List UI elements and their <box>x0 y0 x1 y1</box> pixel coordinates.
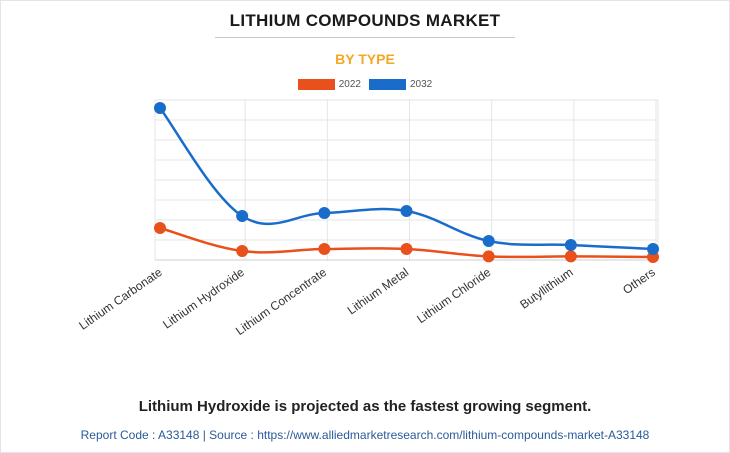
series-line-2032 <box>159 107 654 251</box>
legend-item-2032[interactable]: 2032 <box>369 79 432 90</box>
chart-subtitle: BY TYPE <box>335 51 395 67</box>
x-tick-label: Lithium Metal <box>345 265 411 317</box>
legend-swatch-2022 <box>297 79 335 90</box>
legend: 2022 2032 <box>0 79 730 90</box>
data-point-2022-4 <box>482 250 495 263</box>
data-point-2022-2 <box>318 243 331 255</box>
data-point-2022-5 <box>564 250 577 263</box>
key-finding: Lithium Hydroxide is projected as the fa… <box>138 398 592 415</box>
data-point-2022-1 <box>236 245 249 257</box>
data-point-2032-0 <box>154 102 166 114</box>
x-tick-label: Lithium Chloride <box>414 265 493 326</box>
legend-label-2032: 2032 <box>410 79 433 90</box>
report-source[interactable]: Report Code : A33148 | Source : https://… <box>80 428 650 442</box>
title-divider <box>215 37 515 38</box>
x-tick-label: Lithium Hydroxide <box>160 265 247 332</box>
data-point-2032-4 <box>482 235 495 247</box>
data-point-2032-2 <box>318 207 331 219</box>
x-tick-label: Lithium Carbonate <box>76 265 165 333</box>
data-point-2032-1 <box>236 210 249 222</box>
data-point-2022-3 <box>400 243 413 255</box>
legend-swatch-2032 <box>369 79 406 90</box>
legend-label-2022: 2022 <box>338 79 361 90</box>
x-tick-label: Others <box>620 265 658 297</box>
x-tick-label: Butyllithium <box>517 265 575 312</box>
data-point-2022-0 <box>154 222 166 234</box>
data-point-2032-6 <box>647 243 659 255</box>
data-point-2032-5 <box>564 239 577 251</box>
chart-title: LITHIUM COMPOUNDS MARKET <box>229 11 501 30</box>
x-tick-label: Lithium Concentrate <box>233 265 329 338</box>
data-point-2032-3 <box>400 205 413 217</box>
legend-item-2022[interactable]: 2022 <box>297 79 361 90</box>
